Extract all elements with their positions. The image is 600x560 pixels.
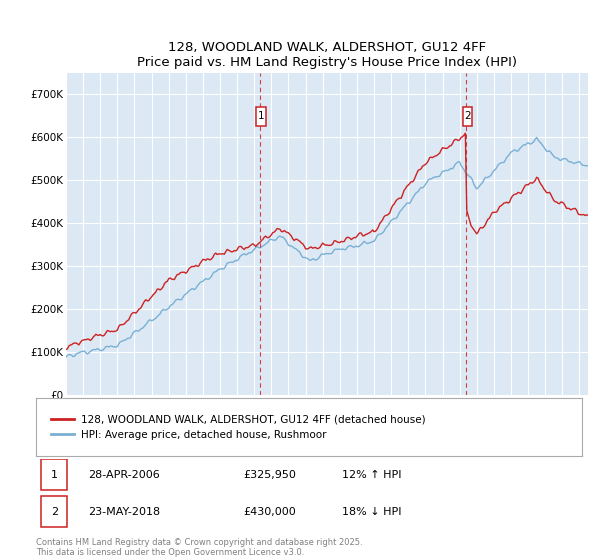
Text: 2: 2: [464, 111, 471, 122]
Text: 12% ↑ HPI: 12% ↑ HPI: [342, 470, 401, 479]
Bar: [41, 459, 67, 490]
Legend: 128, WOODLAND WALK, ALDERSHOT, GU12 4FF (detached house), HPI: Average price, de: 128, WOODLAND WALK, ALDERSHOT, GU12 4FF …: [47, 410, 430, 444]
Text: 18% ↓ HPI: 18% ↓ HPI: [342, 507, 401, 517]
Bar: [41, 496, 67, 527]
Text: 1: 1: [258, 111, 265, 122]
Text: Contains HM Land Registry data © Crown copyright and database right 2025.
This d: Contains HM Land Registry data © Crown c…: [36, 538, 362, 557]
Text: £430,000: £430,000: [244, 507, 296, 517]
Text: 28-APR-2006: 28-APR-2006: [88, 470, 160, 479]
Title: 128, WOODLAND WALK, ALDERSHOT, GU12 4FF
Price paid vs. HM Land Registry's House : 128, WOODLAND WALK, ALDERSHOT, GU12 4FF …: [137, 41, 517, 69]
Text: 1: 1: [51, 470, 58, 479]
Bar: [463, 107, 472, 125]
Text: 23-MAY-2018: 23-MAY-2018: [88, 507, 160, 517]
Text: 2: 2: [51, 507, 58, 517]
Bar: [256, 107, 266, 125]
Text: £325,950: £325,950: [244, 470, 296, 479]
